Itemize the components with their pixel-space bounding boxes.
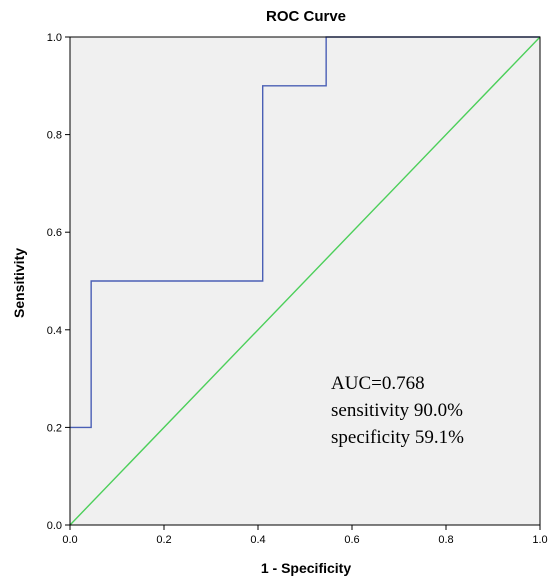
annotation-box: AUC=0.768 sensitivity 90.0% specificity …	[331, 373, 464, 448]
chart-title: ROC Curve	[266, 8, 346, 25]
x-tick-label: 0.2	[156, 534, 171, 546]
x-axis-label: 1 - Specificity	[261, 560, 351, 576]
x-tick-label: 1.0	[532, 534, 547, 546]
y-tick-label: 0.6	[47, 227, 62, 239]
y-tick-label: 0.4	[47, 325, 62, 337]
x-tick-label: 0.8	[438, 534, 453, 546]
series-layer	[69, 36, 541, 526]
y-axis-label: Sensitivity	[11, 248, 27, 318]
y-tick-label: 0.0	[47, 520, 62, 532]
x-tick-label: 0.4	[250, 534, 265, 546]
y-tick-label: 0.2	[47, 422, 62, 434]
plot-frame	[69, 36, 541, 526]
x-tick-label: 0.0	[62, 534, 77, 546]
y-tick-label: 0.8	[47, 130, 62, 142]
roc-curve-line	[70, 36, 540, 429]
y-tick-label: 1.0	[47, 32, 62, 44]
auc-annotation: AUC=0.768	[331, 373, 425, 394]
specificity-annotation: specificity 59.1%	[331, 427, 464, 448]
sensitivity-annotation: sensitivity 90.0%	[331, 400, 463, 421]
reference-diagonal-line	[69, 36, 541, 526]
ticks-layer: 0.0 0.2 0.4 0.6 0.8 1.0 0.0 0.2 0.4 0.6 0.8 1.0	[47, 32, 548, 546]
x-tick-label: 0.6	[344, 534, 359, 546]
